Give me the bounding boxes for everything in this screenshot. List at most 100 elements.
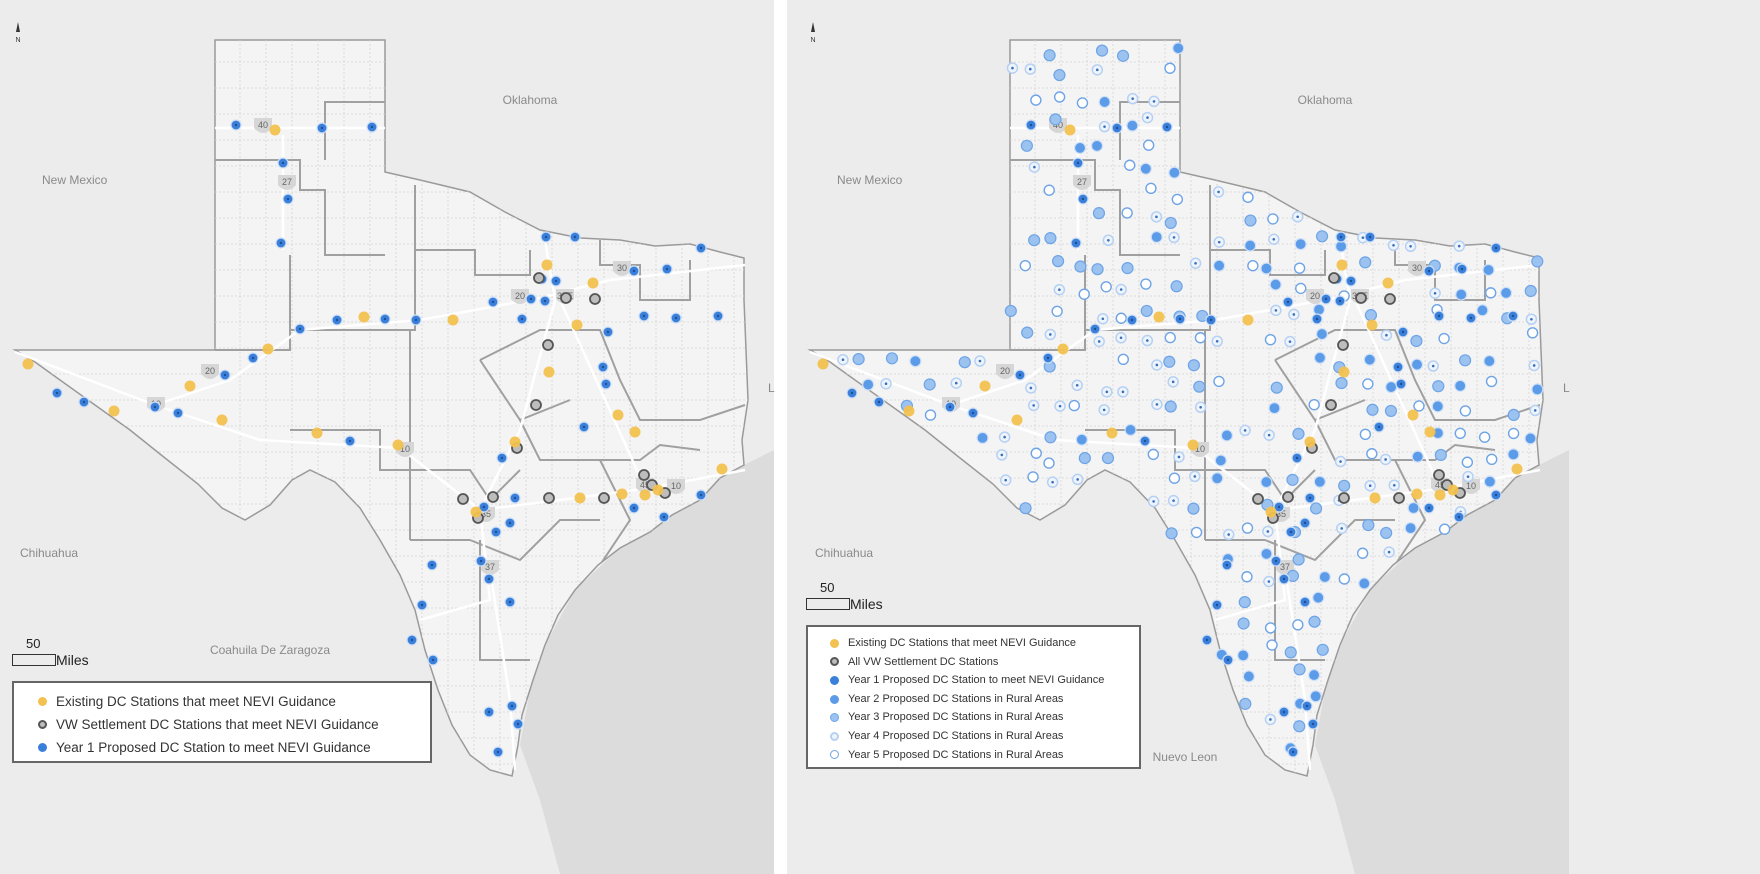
year3-proposed-station-marker <box>1432 380 1445 393</box>
year2-proposed-station-marker <box>1313 475 1326 488</box>
year5-proposed-station-marker <box>1027 471 1039 483</box>
year1-proposed-station-marker <box>379 313 391 325</box>
year5-proposed-station-marker <box>1115 312 1127 324</box>
year1-proposed-station-marker <box>1423 502 1435 514</box>
existing-dc-station-marker <box>1106 427 1118 439</box>
year1-proposed-station-marker <box>1161 121 1173 133</box>
year1-proposed-station-marker <box>149 401 161 413</box>
year1-proposed-station-marker <box>1423 265 1435 277</box>
year1-proposed-station-marker <box>1139 435 1151 447</box>
north-arrow-icon: N <box>15 22 21 44</box>
year5-proposed-station-marker <box>1241 571 1253 583</box>
year1-proposed-station-marker <box>1299 596 1311 608</box>
year5-proposed-station-marker <box>1308 398 1320 411</box>
year5-proposed-station-marker <box>1213 375 1225 388</box>
legend-item: Year 1 Proposed DC Station to meet NEVI … <box>830 671 1139 690</box>
legend-label: VW Settlement DC Stations that meet NEVI… <box>56 717 379 732</box>
year2-proposed-station-marker <box>862 378 875 391</box>
year1-proposed-station-marker <box>1335 231 1347 243</box>
north-label: N <box>15 37 20 44</box>
year3-proposed-station-marker <box>1244 214 1257 227</box>
existing-dc-station-marker <box>1064 124 1076 136</box>
year1-proposed-station-marker <box>846 387 858 399</box>
year3-proposed-station-marker <box>1164 216 1177 230</box>
left-map-panel: 4027202010103035E35451037OklahomaNew Mex… <box>12 22 775 874</box>
year1-proposed-station-marker <box>1273 501 1285 513</box>
station-markers <box>22 119 728 758</box>
vw-settlement-station-marker <box>1252 493 1264 505</box>
year1-proposed-station-marker <box>638 310 650 322</box>
year3-proposed-station-marker <box>1338 479 1351 492</box>
year1-proposed-station-marker <box>944 401 956 413</box>
year1-proposed-station-marker <box>550 275 562 287</box>
existing-dc-station-marker <box>629 426 641 438</box>
year3-proposed-station-marker <box>1053 68 1066 82</box>
year1-proposed-station-marker <box>1345 275 1357 287</box>
gulf-of-mexico-water <box>1315 450 1569 874</box>
year4-proposed-station-marker <box>1263 429 1275 441</box>
year1-proposed-station-marker <box>712 310 724 322</box>
year3-proposed-station-marker <box>1043 49 1056 62</box>
legend-item: Year 1 Proposed DC Station to meet NEVI … <box>38 736 430 759</box>
year4-proposed-station-marker <box>1239 424 1251 437</box>
year1-proposed-station-marker <box>695 489 707 501</box>
year1-proposed-station-marker <box>1304 492 1316 504</box>
year1-proposed-station-marker <box>506 700 518 712</box>
year4-proposed-station-marker <box>1212 186 1225 198</box>
year3-proposed-station-marker <box>1434 448 1447 462</box>
year3-proposed-station-marker <box>1116 49 1130 62</box>
existing-dc-station-marker <box>1434 489 1446 501</box>
year1-proposed-station-marker <box>1311 313 1323 325</box>
year1-proposed-station-marker <box>1126 314 1138 326</box>
existing-dc-station-marker <box>574 492 586 504</box>
legend-label: Year 2 Proposed DC Stations in Rural Are… <box>848 692 1064 705</box>
existing-dc-station-marker <box>1336 259 1348 271</box>
year3-proposed-station-marker <box>852 353 865 366</box>
existing-dc-station-marker <box>1511 463 1523 475</box>
vw-settlement-station-marker <box>560 292 572 304</box>
year2-proposed-station-marker <box>1260 547 1273 560</box>
year5-proposed-station-marker <box>1030 447 1042 459</box>
year5-proposed-station-marker <box>1043 184 1055 196</box>
year5-proposed-station-marker <box>1043 457 1055 469</box>
year4-proposed-station-marker <box>837 353 849 366</box>
legend-label: All VW Settlement DC Stations <box>848 655 999 668</box>
year3-proposed-station-marker <box>958 356 971 369</box>
year5-proposed-station-marker <box>1292 619 1304 631</box>
year1-proposed-station-marker <box>1301 700 1313 712</box>
year2-proposed-station-marker <box>1124 423 1137 437</box>
year2-proposed-station-marker <box>1363 353 1376 366</box>
year1-proposed-station-marker <box>1174 313 1186 325</box>
year3-proposed-station-marker <box>1049 113 1062 126</box>
year2-proposed-station-marker <box>1407 501 1420 515</box>
interstate-shield-icon: 40 <box>254 118 272 133</box>
year5-proposed-station-marker <box>1461 456 1474 468</box>
year5-proposed-station-marker <box>1459 405 1472 417</box>
year4-proposed-station-marker <box>1270 304 1282 317</box>
vw-settlement-station-marker <box>1338 492 1350 504</box>
legend-label: Year 4 Proposed DC Stations in Rural Are… <box>848 729 1064 742</box>
year1-proposed-station-marker <box>1077 193 1089 205</box>
existing-dc-station-marker <box>1382 277 1394 289</box>
legend-existing-symbol-icon <box>830 638 839 648</box>
year3-proposed-station-marker <box>1286 473 1299 486</box>
year2-proposed-station-marker <box>1294 238 1307 251</box>
legend-year3-symbol-icon <box>830 713 839 723</box>
year5-proposed-station-marker <box>1264 622 1277 634</box>
year1-proposed-station-marker <box>483 706 495 718</box>
vw-settlement-station-marker <box>1355 292 1367 304</box>
year4-proposed-station-marker <box>1525 313 1538 325</box>
vw-settlement-station-marker <box>533 272 545 284</box>
year4-proposed-station-marker <box>1335 522 1348 535</box>
year3-proposed-station-marker <box>1315 230 1329 243</box>
interstate-shield-label: 20 <box>205 366 215 376</box>
year4-proposed-station-marker <box>1028 161 1041 173</box>
year3-proposed-station-marker <box>1044 232 1057 245</box>
year4-proposed-station-marker <box>1102 234 1115 247</box>
year1-proposed-station-marker <box>658 511 670 523</box>
year2-proposed-station-marker <box>1244 239 1257 252</box>
legend-item: Existing DC Stations that meet NEVI Guid… <box>830 634 1139 653</box>
interstate-shield-icon: 20 <box>511 289 529 304</box>
year1-proposed-station-marker <box>406 634 418 646</box>
year3-proposed-station-marker <box>1507 408 1520 422</box>
